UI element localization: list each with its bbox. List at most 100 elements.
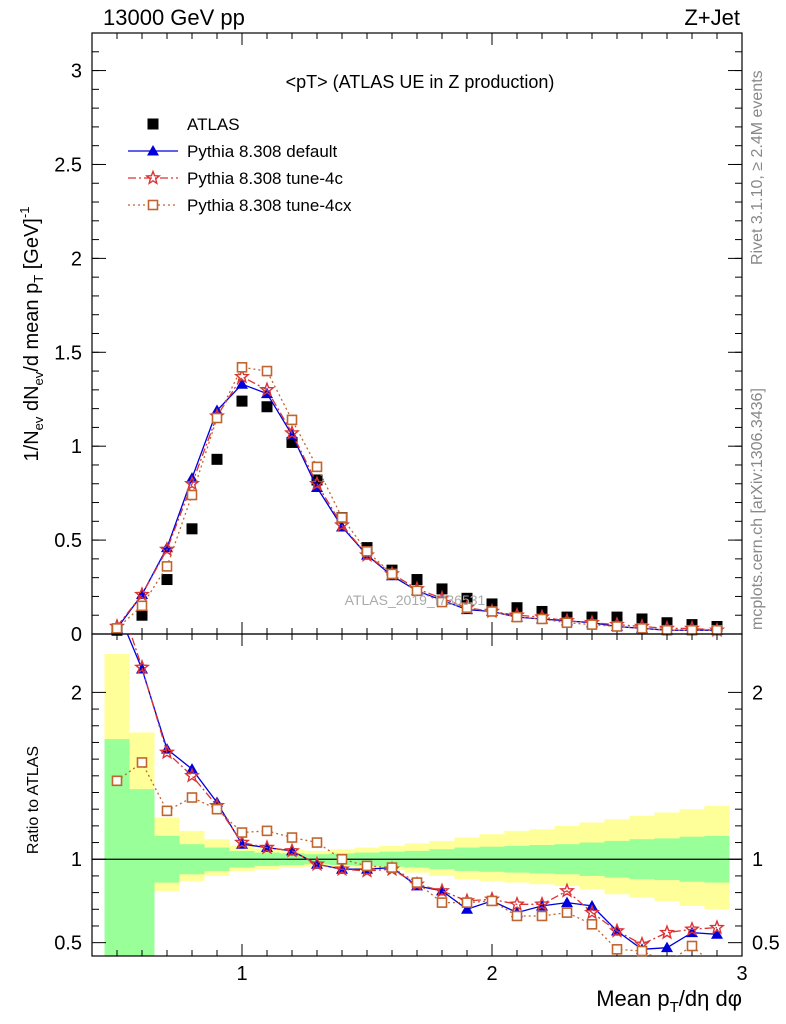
svg-text:Mean pT/dη dφ: Mean pT/dη dφ [596,986,742,1016]
ratio-data-point-tune-4cx [211,803,223,815]
data-point-tune-4cx [211,412,223,424]
ratio-data-point-tune-4cx [386,862,398,873]
ratio-data-point-tune-4cx [511,910,523,922]
ratio-data-point-tune-4cx [161,805,173,817]
legend-label-tune-4c: Pythia 8.308 tune-4c [187,169,343,188]
data-point-tune-4c [133,586,151,602]
ratio-data-point-tune-4c [308,855,326,872]
energy-label: 13000 GeV pp [103,5,245,30]
data-point-tune-4cx [436,596,448,608]
data-point-atlas [411,574,423,586]
data-point-tune-4cx [111,623,123,634]
ratio-data-point-tune-4cx [611,944,623,955]
x-tick-label: 1 [236,963,247,985]
ratio-plot-panel: 0.5 1 2 0.5 1 2 1 2 3 [54,633,780,985]
legend-label-atlas: ATLAS [187,115,240,134]
main-y-tick-label: 0 [71,624,82,646]
data-point-tune-4cx [561,617,573,629]
data-point-tune-4cx [161,561,173,572]
legend-marker-atlas [147,118,159,130]
ratio-data-point-tune-4c [683,920,701,937]
data-point-tune-4cx [311,461,323,473]
ratio-data-point-tune-4c [708,919,726,935]
uncertainty-band-green [129,789,155,956]
ratio-data-point-tune-4cx [111,775,123,787]
x-tick-label: 3 [736,963,747,985]
data-point-tune-4c [158,541,176,557]
ratio-y-tick-label-right: 2 [752,682,763,704]
ratio-data-point-tune-4c [433,882,451,898]
x-tick-label: 2 [486,963,497,985]
ratio-data-point-default [711,928,723,939]
ratio-data-point-tune-4c [508,895,526,912]
watermark: ATLAS_2019_I736531 [345,592,486,608]
data-point-tune-4c [233,368,251,384]
data-point-tune-4c [258,381,276,397]
main-y-tick-label: 0.5 [54,530,82,552]
data-point-default [236,378,248,389]
ratio-data-point-tune-4cx [486,895,498,907]
ratio-data-point-tune-4cx [461,897,473,908]
ratio-data-point-tune-4cx [361,860,373,872]
ratio-data-point-tune-4cx [436,897,448,908]
ratio-y-axis-title: Ratio to ATLAS [25,746,42,854]
ratio-data-point-default [561,896,573,908]
ratio-data-point-tune-4cx [411,877,423,888]
ratio-data-point-tune-4c [283,842,301,858]
data-point-atlas [236,395,248,407]
data-point-atlas [461,592,473,604]
ratio-data-point-tune-4c [258,839,276,855]
main-y-tick-label: 2 [71,248,82,270]
ratio-y-tick-label-right: 1 [752,849,763,871]
legend-marker-default [147,145,159,156]
data-point-tune-4c [283,424,301,440]
main-y-tick-label: 1.5 [54,342,82,364]
data-point-tune-4cx [236,362,248,373]
process-label: Z+Jet [684,5,740,30]
data-point-tune-4cx [511,611,523,623]
ratio-data-point-tune-4c [533,895,551,912]
ratio-data-point-tune-4c [333,860,351,877]
ratio-data-point-tune-4cx [186,792,198,803]
ratio-data-point-tune-4c [608,922,626,938]
ratio-data-point-tune-4cx [336,853,348,865]
data-point-tune-4cx [136,600,148,612]
data-point-tune-4c [308,475,326,491]
ratio-y-tick-label-right: 0.5 [752,933,780,955]
data-point-atlas [286,436,298,448]
data-point-tune-4cx [186,489,198,501]
data-point-tune-4cx [686,624,698,636]
data-point-tune-4cx [286,414,298,426]
data-point-tune-4cx [336,512,348,523]
legend-marker-tune-4c [144,169,162,185]
ratio-data-point-tune-4cx [286,832,298,843]
ratio-data-point-tune-4c [658,924,676,940]
uncertainty-band-green [104,739,130,956]
data-point-tune-4cx [636,623,648,634]
data-point-atlas [211,453,223,465]
ratio-data-point-tune-4cx [536,910,548,922]
data-point-atlas [161,574,173,586]
rivet-label: Rivet 3.1.10, ≥ 2.4M events [749,70,766,265]
main-y-tick-label: 1 [71,436,82,458]
data-point-tune-4cx [661,624,673,636]
main-title: <pT> (ATLAS UE in Z production) [286,72,555,92]
ratio-series-line-default [126,634,718,950]
ratio-data-point-tune-4cx [686,940,698,952]
data-point-tune-4cx [411,585,423,597]
data-point-tune-4cx [461,602,473,614]
main-y-tick-label: 3 [71,61,82,83]
data-point-tune-4cx [386,568,398,580]
legend-label-tune-4cx: Pythia 8.308 tune-4cx [187,196,352,215]
source-label: mcplots.cern.ch [arXiv:1306.3436] [749,388,766,630]
data-point-atlas [261,401,273,413]
data-point-tune-4cx [261,365,273,377]
ratio-data-point-tune-4cx [236,827,248,838]
ratio-data-point-default [161,743,173,754]
data-point-tune-4cx [711,624,723,636]
data-point-tune-4cx [611,621,623,632]
x-axis-title: Mean pT/dη dφ [596,986,742,1016]
ratio-data-point-tune-4cx [136,757,148,768]
ratio-data-point-tune-4cx [561,907,573,918]
